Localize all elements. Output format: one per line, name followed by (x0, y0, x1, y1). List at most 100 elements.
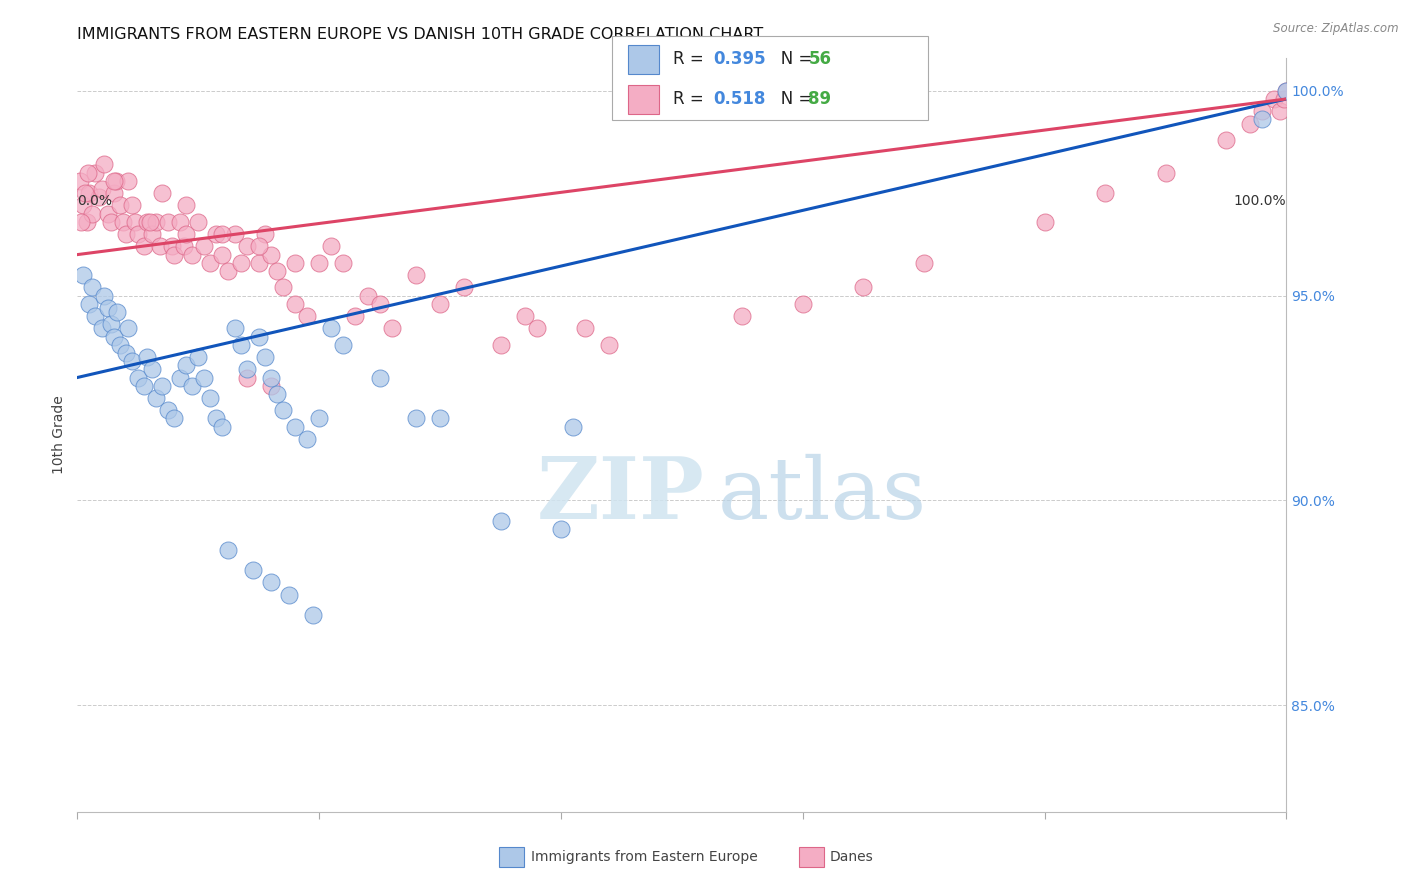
Point (136, 215, 159, 229)
Point (157, 403, 180, 417)
Point (100, 215, 122, 229)
Point (1251, 112, 1274, 127)
Point (235, 362, 257, 376)
Point (84, 166, 107, 180)
Point (139, 215, 162, 229)
Point (90, 321, 112, 335)
Point (1275, 84, 1298, 98)
Point (574, 321, 596, 335)
Text: 89: 89 (808, 90, 831, 108)
Point (121, 198, 143, 212)
Text: R =: R = (673, 51, 710, 69)
Point (224, 227, 246, 241)
Point (157, 215, 180, 229)
Text: N =: N = (765, 90, 817, 108)
Point (489, 514, 512, 528)
Point (90, 182, 112, 196)
Point (105, 305, 128, 319)
Point (205, 227, 228, 241)
Text: R =: R = (673, 90, 710, 108)
Point (266, 264, 288, 278)
Point (114, 227, 136, 241)
Point (148, 239, 170, 253)
Point (127, 227, 149, 241)
Point (260, 370, 283, 384)
Point (77, 166, 100, 180)
Point (260, 247, 283, 261)
Point (229, 256, 252, 270)
Point (136, 350, 159, 364)
Text: 100.0%: 100.0% (1234, 194, 1286, 209)
Point (247, 256, 270, 270)
Point (253, 227, 276, 241)
Point (103, 329, 125, 343)
Point (174, 198, 197, 212)
Point (260, 378, 283, 392)
Point (150, 378, 173, 392)
Point (247, 239, 270, 253)
Point (108, 337, 131, 351)
Point (229, 337, 252, 351)
Point (127, 370, 149, 384)
Text: IMMIGRANTS FROM EASTERN EUROPE VS DANISH 10TH GRADE CORRELATION CHART: IMMIGRANTS FROM EASTERN EUROPE VS DANISH… (77, 27, 763, 42)
Point (150, 186, 173, 201)
Text: 0.518: 0.518 (713, 90, 765, 108)
Point (1272, 92, 1295, 106)
Point (72, 268, 94, 282)
Point (1094, 186, 1116, 201)
Point (174, 227, 197, 241)
Text: 0.0%: 0.0% (77, 194, 112, 209)
Point (550, 522, 572, 536)
Point (205, 411, 228, 425)
Point (1154, 166, 1177, 180)
Point (169, 370, 191, 384)
Point (121, 354, 143, 368)
Point (141, 362, 163, 376)
Point (80, 207, 103, 221)
Point (141, 227, 163, 241)
Point (284, 419, 307, 434)
Point (284, 256, 307, 270)
Text: N =: N = (765, 51, 817, 69)
Point (96, 207, 118, 221)
Point (108, 198, 131, 212)
Point (72, 198, 94, 212)
Point (218, 542, 240, 557)
Point (235, 239, 257, 253)
Text: Immigrants from Eastern Europe: Immigrants from Eastern Europe (531, 850, 758, 864)
Point (284, 297, 307, 311)
Point (1033, 215, 1056, 229)
Text: 0.395: 0.395 (713, 51, 765, 69)
Point (429, 297, 451, 311)
Point (526, 321, 548, 335)
Point (163, 247, 186, 261)
Y-axis label: 10th Grade: 10th Grade (52, 395, 66, 475)
Point (193, 239, 215, 253)
Point (332, 337, 354, 351)
Point (271, 280, 294, 294)
Point (295, 309, 318, 323)
Point (242, 563, 264, 577)
Point (173, 239, 195, 253)
Point (181, 247, 204, 261)
Point (187, 215, 209, 229)
Point (200, 391, 222, 405)
Point (145, 215, 167, 229)
Point (187, 350, 209, 364)
Point (114, 346, 136, 360)
Point (731, 309, 754, 323)
Point (368, 297, 391, 311)
Point (260, 575, 283, 590)
Point (1275, 84, 1298, 98)
Point (96, 301, 118, 315)
Point (132, 239, 155, 253)
Point (174, 358, 197, 372)
Point (247, 329, 270, 343)
Point (368, 370, 391, 384)
Point (93, 157, 115, 171)
Point (211, 419, 233, 434)
Point (87, 190, 110, 204)
Point (224, 321, 246, 335)
Point (253, 350, 276, 364)
Point (105, 174, 128, 188)
